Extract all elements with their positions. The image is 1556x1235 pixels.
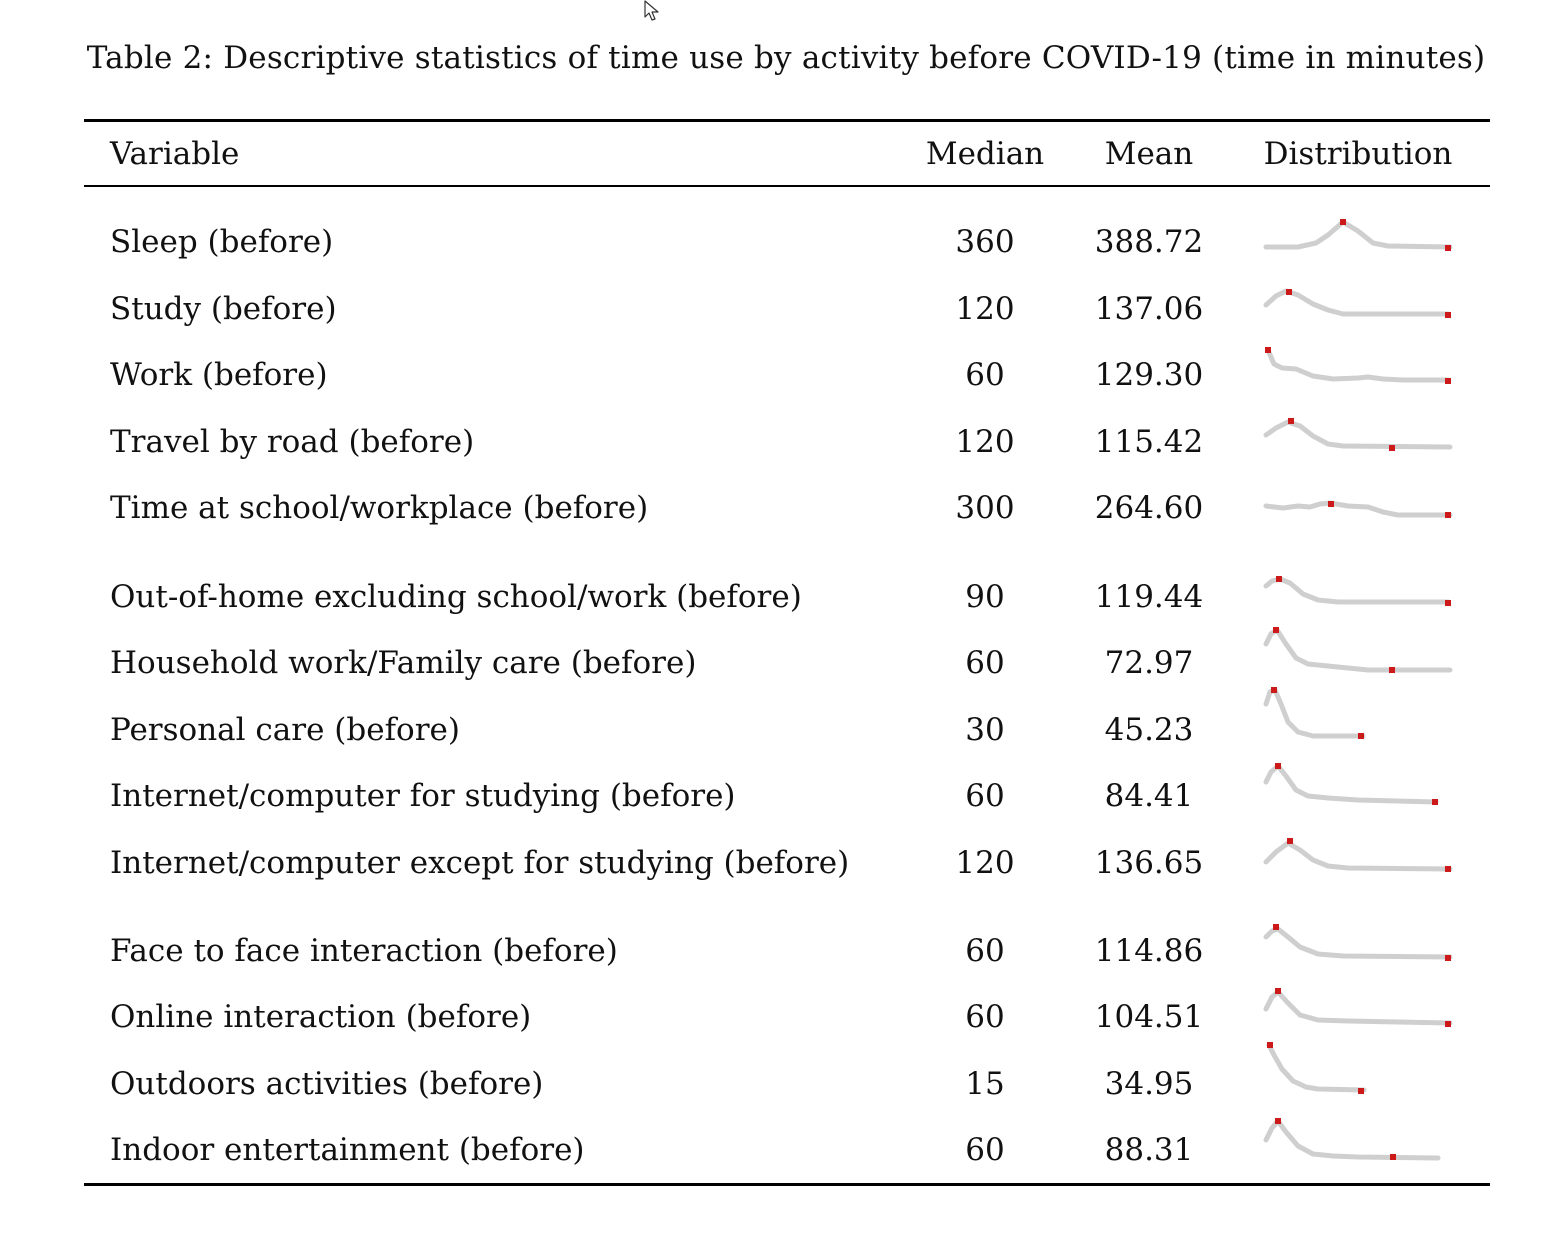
distribution-sparkline: [1263, 924, 1453, 961]
distribution-sparkline: [1263, 500, 1453, 518]
row-median: 60: [965, 933, 1005, 969]
row-median: 90: [965, 579, 1005, 615]
mouse-cursor-icon: [644, 0, 659, 21]
row-mean: 388.72: [1094, 224, 1204, 260]
row-median: 60: [965, 357, 1005, 393]
distribution-sparkline: [1263, 988, 1453, 1027]
row-label: Time at school/workplace (before): [110, 490, 649, 526]
distribution-sparkline: [1263, 627, 1453, 673]
row-median: 60: [965, 1132, 1005, 1168]
table-caption: Table 2: Descriptive statistics of time …: [86, 40, 1486, 76]
row-mean: 34.95: [1104, 1066, 1194, 1102]
header-variable: Variable: [110, 136, 240, 172]
row-median: 300: [955, 490, 1015, 526]
row-mean: 84.41: [1104, 778, 1194, 814]
row-mean: 45.23: [1104, 712, 1194, 748]
row-label: Personal care (before): [110, 712, 460, 748]
row-mean: 104.51: [1094, 999, 1204, 1035]
row-mean: 115.42: [1094, 424, 1204, 460]
distribution-sparkline: [1263, 418, 1453, 451]
row-median: 15: [965, 1066, 1005, 1102]
table-header-rule: [84, 185, 1490, 187]
header-median: Median: [925, 136, 1045, 172]
distribution-sparkline: [1263, 288, 1451, 318]
row-label: Face to face interaction (before): [110, 933, 618, 969]
row-median: 120: [955, 291, 1015, 327]
row-label: Indoor entertainment (before): [110, 1132, 585, 1168]
row-mean: 129.30: [1094, 357, 1204, 393]
distribution-sparkline: [1265, 347, 1451, 384]
row-mean: 72.97: [1104, 645, 1194, 681]
row-mean: 88.31: [1104, 1132, 1194, 1168]
row-label: Online interaction (before): [110, 999, 532, 1035]
row-label: Household work/Family care (before): [110, 645, 697, 681]
distribution-sparkline: [1266, 1042, 1367, 1094]
row-median: 360: [955, 224, 1015, 260]
row-label: Internet/computer for studying (before): [110, 778, 736, 814]
row-median: 60: [965, 645, 1005, 681]
header-distribution: Distribution: [1263, 136, 1453, 172]
row-mean: 114.86: [1094, 933, 1204, 969]
distribution-sparkline: [1263, 838, 1453, 872]
row-mean: 137.06: [1094, 291, 1204, 327]
distribution-sparkline: [1263, 1118, 1441, 1161]
row-label: Work (before): [110, 357, 328, 393]
distribution-sparkline: [1263, 763, 1439, 805]
row-mean: 136.65: [1094, 845, 1204, 881]
row-median: 120: [955, 845, 1015, 881]
row-median: 60: [965, 999, 1005, 1035]
header-mean: Mean: [1104, 136, 1194, 172]
distribution-sparkline: [1263, 576, 1451, 606]
row-label: Outdoors activities (before): [110, 1066, 544, 1102]
row-median: 60: [965, 778, 1005, 814]
row-mean: 119.44: [1094, 579, 1204, 615]
row-label: Internet/computer except for studying (b…: [110, 845, 850, 881]
row-label: Study (before): [110, 291, 337, 327]
table-bottom-rule: [84, 1183, 1490, 1186]
distribution-sparkline: [1263, 219, 1453, 251]
distribution-sparkline: [1263, 687, 1366, 739]
row-median: 30: [965, 712, 1005, 748]
row-label: Out-of-home excluding school/work (befor…: [110, 579, 802, 615]
row-label: Sleep (before): [110, 224, 334, 260]
row-mean: 264.60: [1094, 490, 1204, 526]
table-top-rule: [84, 119, 1490, 122]
row-median: 120: [955, 424, 1015, 460]
row-label: Travel by road (before): [110, 424, 475, 460]
